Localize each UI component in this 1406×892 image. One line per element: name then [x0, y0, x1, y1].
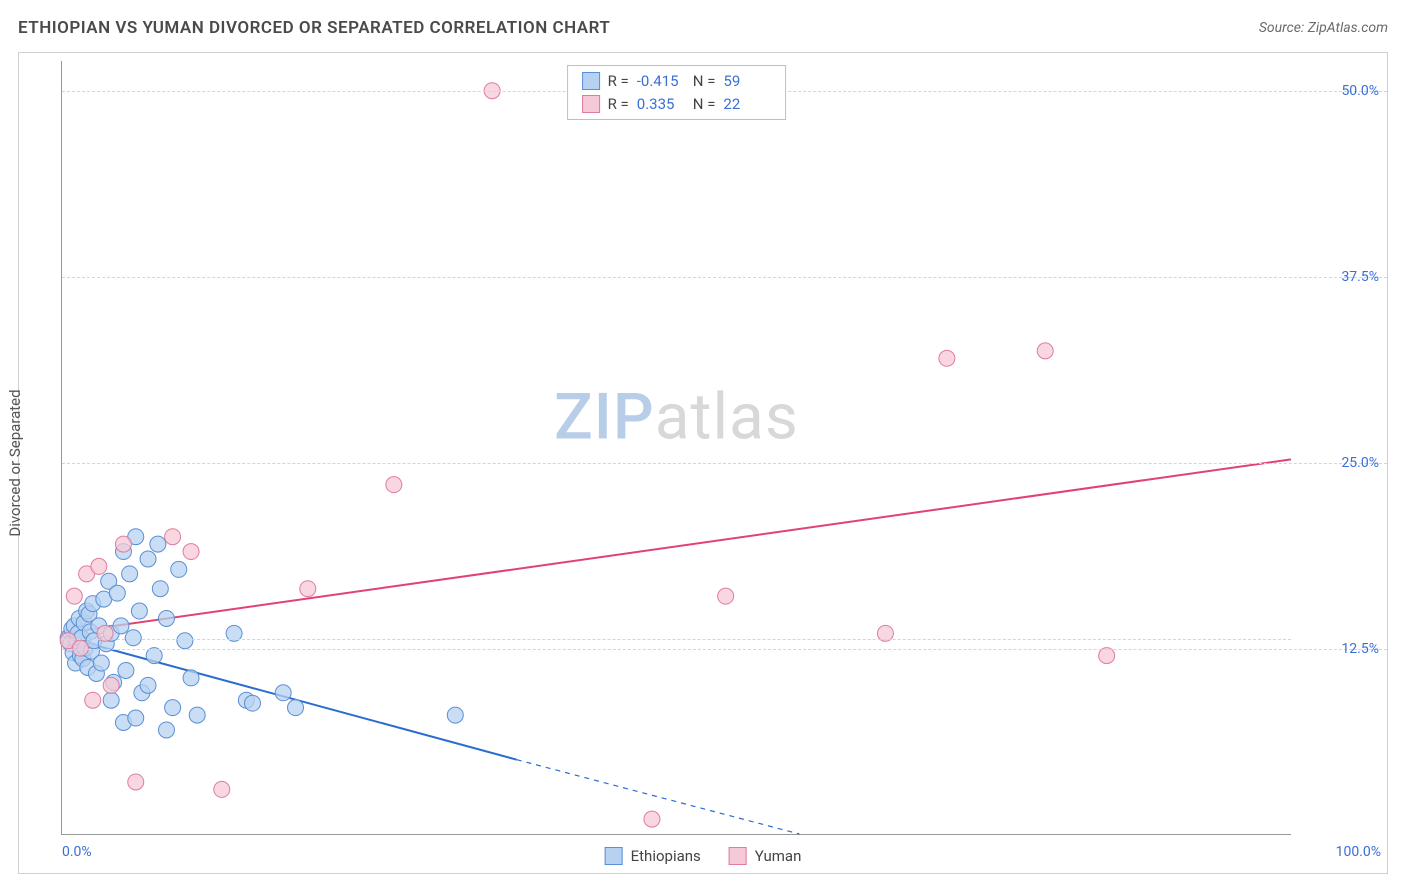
legend-swatch: [582, 95, 600, 113]
scatter-point: [158, 722, 174, 738]
scatter-point: [171, 561, 187, 577]
bottom-legend: Ethiopians Yuman: [605, 847, 802, 865]
n-label: N =: [693, 93, 716, 116]
scatter-point: [128, 774, 144, 790]
r-value: -0.415: [637, 70, 685, 93]
scatter-point: [718, 588, 734, 604]
scatter-points-layer: [62, 61, 1291, 834]
y-tick-label: 37.5%: [1341, 269, 1379, 285]
scatter-point: [140, 677, 156, 693]
r-label: R =: [608, 70, 629, 93]
scatter-point: [183, 670, 199, 686]
scatter-point: [146, 648, 162, 664]
scatter-point: [85, 692, 101, 708]
y-axis-label: Divorced or Separated: [6, 389, 24, 536]
scatter-point: [118, 662, 134, 678]
chart-title: ETHIOPIAN VS YUMAN DIVORCED OR SEPARATED…: [18, 18, 610, 38]
legend-swatch: [582, 72, 600, 90]
chart-container: Divorced or Separated ZIPatlas R =-0.415…: [18, 52, 1388, 874]
n-value: 59: [723, 70, 771, 93]
scatter-point: [128, 710, 144, 726]
plot-area: ZIPatlas R =-0.415N =59R =0.335N =22 12.…: [61, 61, 1291, 835]
scatter-point: [91, 558, 107, 574]
scatter-point: [93, 655, 109, 671]
scatter-point: [1099, 648, 1115, 664]
scatter-point: [115, 536, 131, 552]
legend-item: Yuman: [729, 847, 802, 865]
x-tick-label: 0.0%: [62, 844, 92, 860]
gridline: [62, 639, 1291, 640]
scatter-point: [165, 700, 181, 716]
scatter-point: [158, 610, 174, 626]
scatter-point: [214, 781, 230, 797]
legend-swatch: [729, 847, 747, 865]
scatter-point: [66, 588, 82, 604]
scatter-point: [447, 707, 463, 723]
stats-row: R = -0.415 N = 59: [582, 70, 772, 93]
legend-swatch: [605, 847, 623, 865]
legend-label: Ethiopians: [631, 847, 701, 865]
scatter-point: [245, 695, 261, 711]
scatter-point: [300, 581, 316, 597]
scatter-point: [103, 692, 119, 708]
scatter-point: [113, 618, 129, 634]
scatter-point: [644, 811, 660, 827]
gridline: [62, 463, 1387, 464]
scatter-point: [140, 551, 156, 567]
scatter-point: [177, 633, 193, 649]
n-label: N =: [693, 70, 716, 93]
source-attribution: Source: ZipAtlas.com: [1259, 20, 1388, 36]
n-value: 22: [723, 93, 771, 116]
gridline: [62, 649, 1387, 650]
scatter-point: [189, 707, 205, 723]
scatter-point: [165, 529, 181, 545]
stats-row: R = 0.335 N = 22: [582, 93, 772, 116]
x-tick-label: 100.0%: [1336, 844, 1381, 860]
scatter-point: [152, 581, 168, 597]
scatter-point: [1037, 343, 1053, 359]
gridline: [62, 277, 1387, 278]
correlation-stats-box: R = -0.415 N = 59 R = 0.335 N = 22: [567, 65, 787, 120]
y-tick-label: 12.5%: [1341, 641, 1379, 657]
scatter-point: [275, 685, 291, 701]
scatter-point: [131, 603, 147, 619]
scatter-point: [183, 544, 199, 560]
scatter-point: [122, 566, 138, 582]
legend-item: Ethiopians: [605, 847, 701, 865]
scatter-point: [386, 477, 402, 493]
scatter-point: [288, 700, 304, 716]
r-label: R =: [608, 93, 629, 116]
scatter-point: [103, 677, 119, 693]
r-value: 0.335: [637, 93, 685, 116]
scatter-point: [109, 585, 125, 601]
y-tick-label: 25.0%: [1341, 455, 1379, 471]
legend-label: Yuman: [755, 847, 802, 865]
scatter-point: [939, 350, 955, 366]
y-tick-label: 50.0%: [1341, 83, 1379, 99]
scatter-point: [150, 536, 166, 552]
